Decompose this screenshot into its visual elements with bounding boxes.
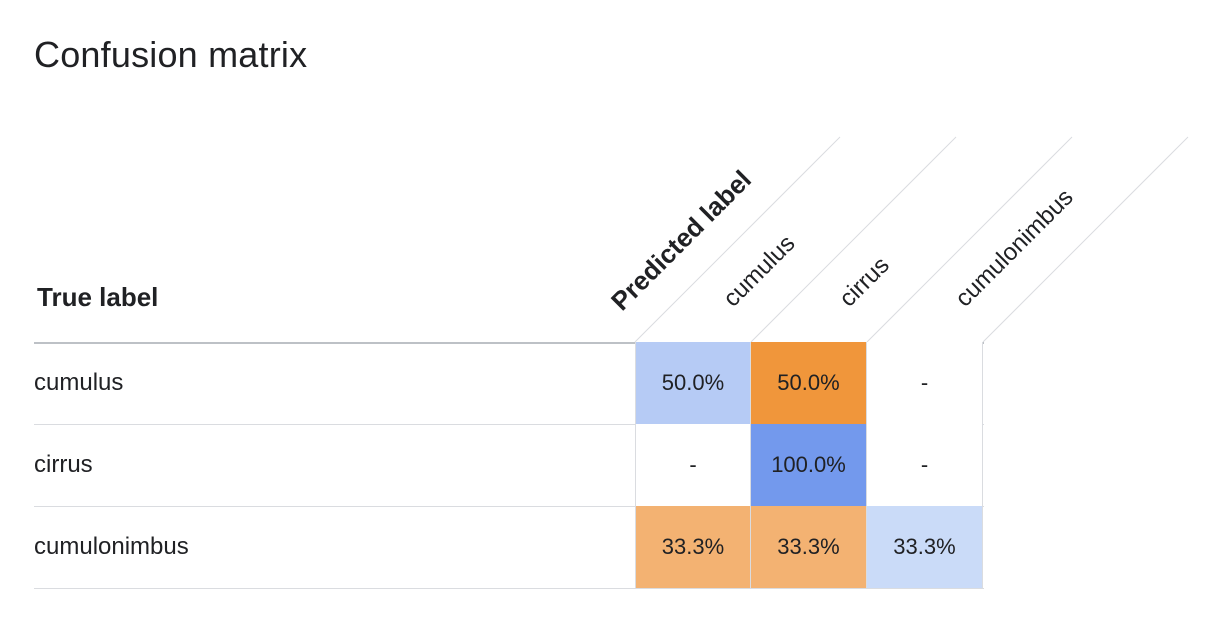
matrix-cell-cumulonimbus-cirrus: 33.3% [751,506,867,588]
matrix-cell-cumulus-cumulonimbus: - [867,342,983,424]
chart-title: Confusion matrix [34,34,308,75]
matrix-cell-cirrus-cirrus: 100.0% [751,424,867,506]
column-label-cumulus: cumulus [718,230,800,312]
matrix-cell-cumulus-cirrus: 50.0% [751,342,867,424]
matrix-cell-cumulonimbus-cumulonimbus: 33.3% [867,506,983,588]
row-label-cirrus: cirrus [34,451,93,478]
column-label-cumulonimbus: cumulonimbus [950,184,1079,313]
column-divider-line [750,136,957,343]
matrix-cell-cumulus-cumulus: 50.0% [635,342,751,424]
row-divider [34,588,984,589]
header-divider [34,342,984,344]
column-divider-line [982,136,1189,343]
column-divider-line [866,136,1073,343]
column-label-cirrus: cirrus [834,252,895,313]
matrix-cell-cirrus-cumulonimbus: - [867,424,983,506]
row-divider [34,424,984,425]
column-divider-lines [634,136,1189,343]
row-divider [34,506,984,507]
row-label-cumulus: cumulus [34,369,124,396]
matrix-cell-cirrus-cumulus: - [635,424,751,506]
matrix-cell-cumulonimbus-cumulus: 33.3% [635,506,751,588]
row-label-cumulonimbus: cumulonimbus [34,533,189,560]
true-label-heading: True label [37,282,159,312]
column-divider-line [634,136,841,343]
column-labels: cumulus cirrus cumulonimbus [718,184,1079,313]
